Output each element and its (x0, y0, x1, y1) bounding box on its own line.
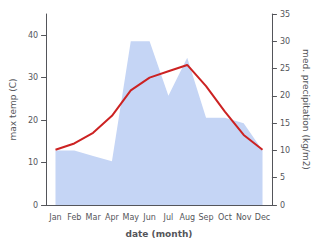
svg-text:0: 0 (280, 201, 285, 210)
svg-text:10: 10 (280, 146, 290, 155)
svg-text:25: 25 (280, 64, 290, 73)
svg-text:35: 35 (280, 10, 290, 19)
svg-text:Sep: Sep (199, 213, 214, 222)
svg-text:May: May (122, 213, 139, 222)
svg-text:Nov: Nov (236, 213, 252, 222)
svg-text:30: 30 (280, 37, 290, 46)
svg-text:Apr: Apr (105, 213, 120, 222)
svg-text:Dec: Dec (255, 213, 270, 222)
svg-text:10: 10 (28, 158, 38, 167)
svg-text:date (month): date (month) (126, 229, 193, 239)
svg-text:20: 20 (280, 91, 290, 100)
svg-text:20: 20 (28, 116, 38, 125)
svg-text:Feb: Feb (67, 213, 81, 222)
svg-text:Oct: Oct (218, 213, 232, 222)
svg-text:0: 0 (33, 201, 38, 210)
svg-text:max temp (C): max temp (C) (8, 78, 18, 140)
svg-text:Aug: Aug (179, 213, 195, 222)
svg-text:30: 30 (28, 73, 38, 82)
svg-text:Jun: Jun (142, 213, 156, 222)
svg-text:Jul: Jul (163, 213, 174, 222)
svg-text:med. precipitation (kg/m2): med. precipitation (kg/m2) (301, 49, 311, 170)
svg-text:Jan: Jan (48, 213, 61, 222)
svg-text:5: 5 (280, 173, 285, 182)
svg-text:Mar: Mar (86, 213, 102, 222)
svg-text:15: 15 (280, 119, 290, 128)
svg-text:40: 40 (28, 31, 38, 40)
